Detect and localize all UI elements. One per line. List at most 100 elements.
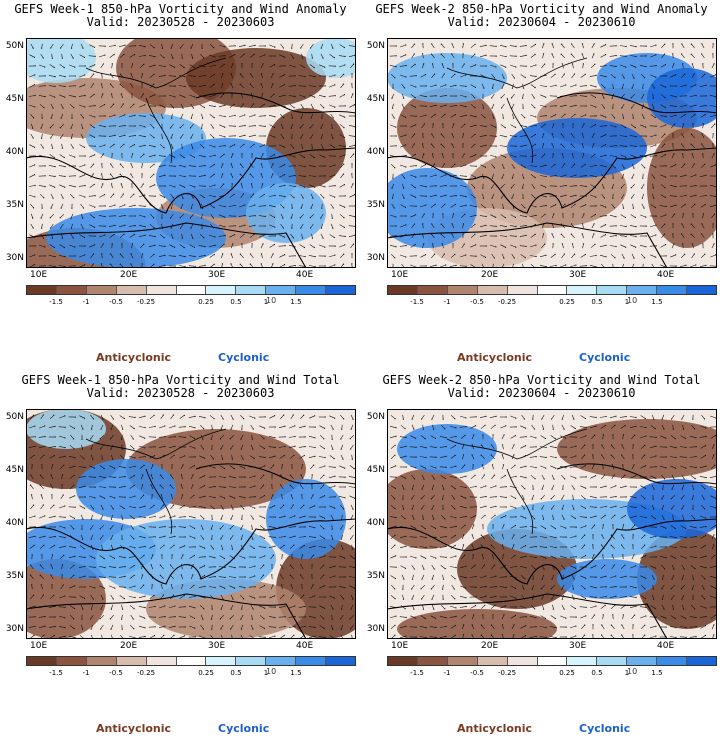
colorbar-unit: 10 (266, 667, 277, 676)
lon-label: 30E (208, 641, 226, 651)
lon-label: 40E (657, 641, 675, 651)
anticyclonic-label: Anticyclonic (457, 351, 533, 364)
lat-label: 35N (5, 200, 24, 210)
lat-label: 50N (366, 412, 385, 422)
panel-valid-dates: Valid: 20230528 - 20230603 (86, 15, 275, 29)
colorbar-tick-label: -0.25 (497, 298, 517, 306)
colorbar-swatch (326, 657, 355, 665)
colorbar-tick-label: 0.25 (198, 298, 214, 306)
colorbar-swatch (266, 286, 297, 294)
lat-label: 35N (5, 571, 24, 581)
lat-label: 45N (5, 94, 24, 104)
lon-label: 40E (296, 641, 314, 651)
map-panel: GEFS Week-2 850-hPa Vorticity and Wind A… (361, 0, 722, 371)
lon-label: 30E (569, 270, 587, 280)
lat-label: 35N (366, 571, 385, 581)
lat-label: 30N (366, 624, 385, 634)
cyclonic-label: Cyclonic (579, 351, 631, 364)
colorbar-swatch (687, 286, 716, 294)
map-panel: GEFS Week-2 850-hPa Vorticity and Wind T… (361, 371, 722, 742)
map-panel: GEFS Week-1 850-hPa Vorticity and Wind A… (0, 0, 361, 371)
colorbar-swatch (657, 286, 688, 294)
lat-label: 50N (5, 412, 24, 422)
colorbar-tick-label: -1 (443, 298, 451, 306)
colorbar-swatch (388, 286, 418, 294)
colorbar-swatch (388, 657, 418, 665)
vorticity-map (26, 409, 356, 639)
colorbar-tick-label: 1 (624, 669, 630, 677)
anticyclonic-label: Anticyclonic (96, 722, 172, 735)
panel-title: GEFS Week-1 850-hPa Vorticity and Wind A… (14, 2, 347, 16)
vorticity-map (26, 38, 356, 268)
colorbar-swatch (176, 657, 207, 665)
lat-label: 40N (366, 147, 385, 157)
colorbar-tick-label: 1 (263, 298, 269, 306)
lat-label: 45N (366, 465, 385, 475)
colorbar-swatch (507, 657, 538, 665)
panel-valid-dates: Valid: 20230528 - 20230603 (86, 386, 275, 400)
lon-label: 10E (391, 641, 409, 651)
colorbar-tick-label: -1.5 (49, 298, 63, 306)
colorbar-tick-label: 0.25 (559, 298, 575, 306)
colorbar-swatch (86, 286, 117, 294)
colorbar-swatch (567, 657, 598, 665)
colorbar-tick-label: 0.5 (230, 298, 242, 306)
colorbar-tick-label: -0.5 (470, 298, 484, 306)
colorbar-unit: 10 (627, 667, 638, 676)
lon-label: 20E (120, 270, 138, 280)
lon-label: 10E (391, 270, 409, 280)
colorbar-swatch (627, 286, 658, 294)
colorbar (387, 285, 717, 295)
lon-label: 10E (30, 641, 48, 651)
colorbar-tick-label: 0.25 (559, 669, 575, 677)
colorbar-tick-label: -0.5 (109, 669, 123, 677)
colorbar-swatch (537, 657, 568, 665)
colorbar-swatch (146, 657, 177, 665)
lon-label: 30E (569, 641, 587, 651)
cyclonic-label: Cyclonic (579, 722, 631, 735)
lat-label: 30N (5, 253, 24, 263)
colorbar-swatch (236, 286, 267, 294)
lon-label: 20E (481, 641, 499, 651)
vorticity-map (387, 38, 717, 268)
colorbar-tick-label: 1.5 (651, 669, 663, 677)
anticyclonic-label: Anticyclonic (457, 722, 533, 735)
map-panel: GEFS Week-1 850-hPa Vorticity and Wind T… (0, 371, 361, 742)
lon-label: 40E (296, 270, 314, 280)
colorbar-unit: 10 (266, 296, 277, 305)
colorbar-swatch (507, 286, 538, 294)
colorbar-tick-label: 1.5 (290, 669, 302, 677)
colorbar-swatch (657, 657, 688, 665)
colorbar-swatch (206, 286, 237, 294)
cyclonic-label: Cyclonic (218, 722, 270, 735)
anticyclonic-label: Anticyclonic (96, 351, 172, 364)
colorbar-tick-label: 1 (624, 298, 630, 306)
colorbar-tick-label: 0.5 (591, 298, 603, 306)
colorbar-tick-label: 0.25 (198, 669, 214, 677)
colorbar-swatch (56, 657, 87, 665)
colorbar-swatch (627, 657, 658, 665)
colorbar-swatch (597, 286, 628, 294)
lon-label: 20E (120, 641, 138, 651)
colorbar-swatch (176, 286, 207, 294)
colorbar-swatch (206, 657, 237, 665)
lat-label: 30N (366, 253, 385, 263)
lat-label: 40N (366, 518, 385, 528)
lat-label: 35N (366, 200, 385, 210)
colorbar-tick-label: -1 (82, 298, 90, 306)
colorbar-swatch (27, 657, 57, 665)
colorbar (26, 656, 356, 666)
colorbar-tick-label: -0.25 (136, 298, 156, 306)
colorbar-tick-label: -0.5 (109, 298, 123, 306)
colorbar-swatch (236, 657, 267, 665)
colorbar-swatch (56, 286, 87, 294)
colorbar-tick-label: 1.5 (651, 298, 663, 306)
colorbar-tick-label: -1 (82, 669, 90, 677)
colorbar-swatch (477, 286, 508, 294)
colorbar-tick-label: 0.5 (591, 669, 603, 677)
lat-label: 40N (5, 147, 24, 157)
colorbar-tick-label: -0.5 (470, 669, 484, 677)
panel-valid-dates: Valid: 20230604 - 20230610 (447, 386, 636, 400)
colorbar-tick-label: 1.5 (290, 298, 302, 306)
colorbar-swatch (116, 657, 147, 665)
